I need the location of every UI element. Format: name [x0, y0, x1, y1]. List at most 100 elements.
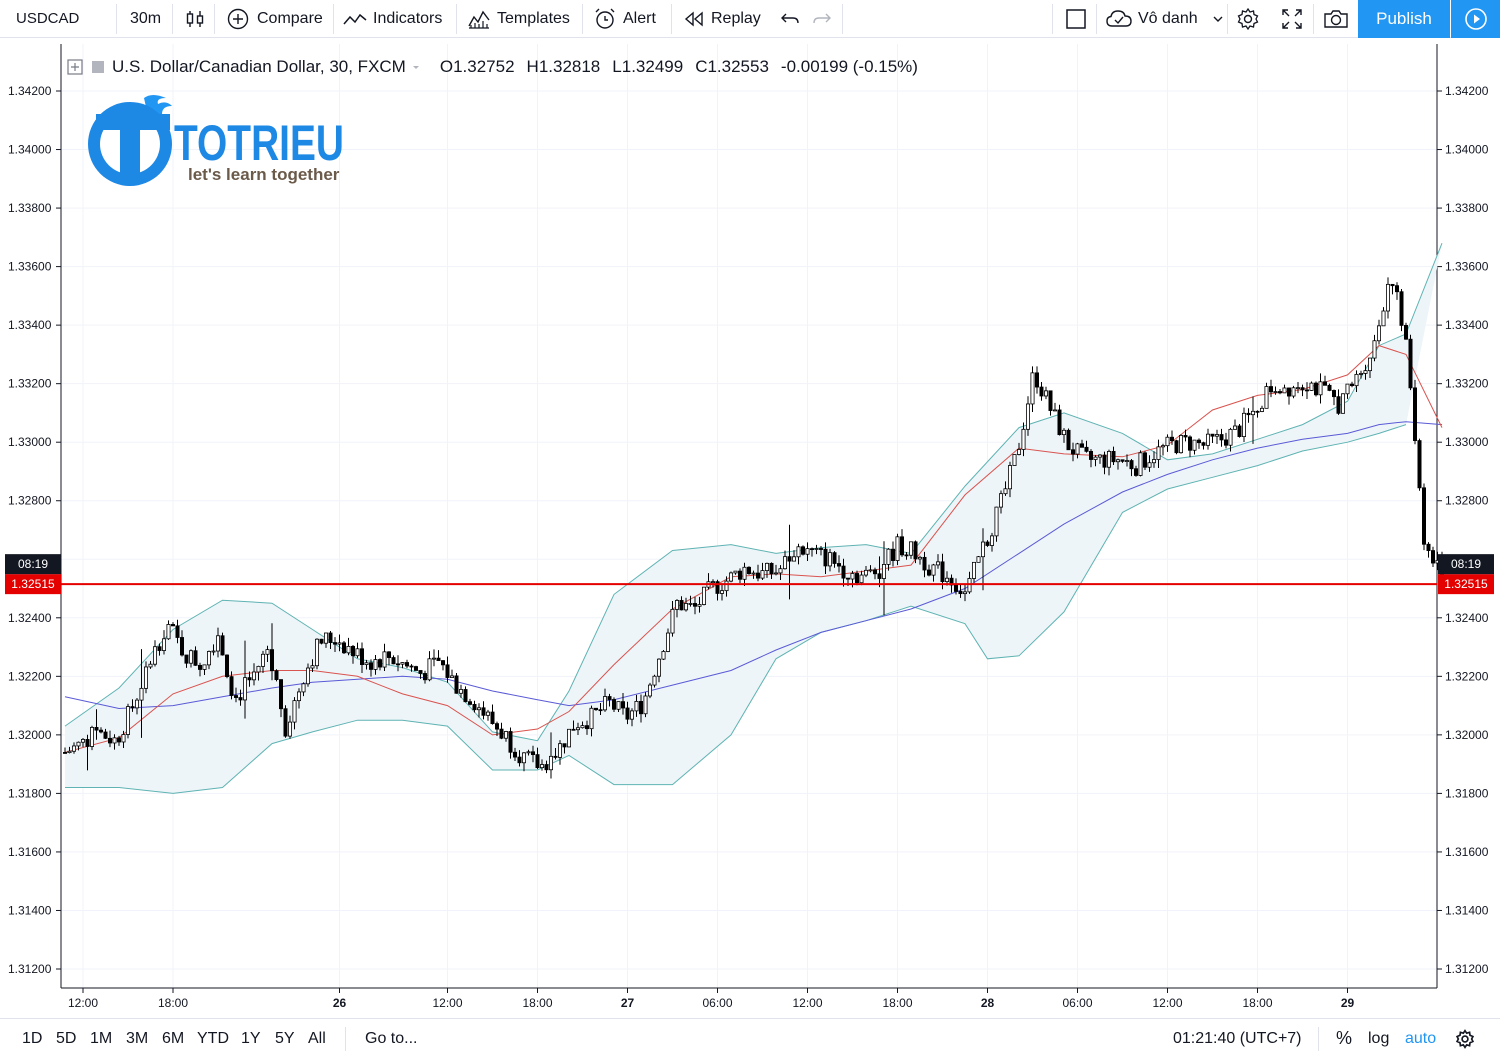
templates-button[interactable]: Templates [467, 0, 570, 37]
range-button-1d[interactable]: 1D [22, 1029, 43, 1047]
bollinger-upper-line [64, 243, 1443, 742]
candle-down [130, 706, 135, 709]
price-tick-label-right: 1.32400 [1445, 611, 1489, 625]
range-button-1m[interactable]: 1M [90, 1029, 113, 1047]
chart-settings-button[interactable] [1455, 1019, 1475, 1058]
candle-up [760, 570, 765, 579]
candle-down [607, 696, 612, 700]
candle-down [832, 552, 837, 564]
range-button-all[interactable]: All [308, 1029, 326, 1047]
candle-up [634, 701, 639, 712]
candle-down [1404, 325, 1409, 340]
undo-button[interactable] [780, 0, 800, 37]
candle-down [738, 570, 743, 580]
log-toggle[interactable]: log [1368, 1029, 1390, 1047]
legend-title[interactable]: U.S. Dollar/Canadian Dollar, 30, FXCM [112, 57, 406, 76]
candle-up [305, 667, 310, 685]
candle-up [886, 548, 891, 565]
candle-up [166, 624, 171, 640]
layout-button[interactable] [1065, 0, 1087, 37]
goto-button[interactable]: Go to... [365, 1029, 418, 1047]
candle-down [1300, 387, 1305, 391]
candle-up [751, 572, 756, 575]
candle-up [648, 684, 653, 697]
fullscreen-button[interactable] [1281, 0, 1303, 37]
bottombar-divider [345, 1027, 346, 1051]
candle-up [967, 578, 972, 593]
compare-button[interactable]: Compare [226, 0, 323, 37]
save-layout-button[interactable]: Vô danh [1105, 0, 1224, 37]
candle-up [909, 541, 914, 556]
candle-up [1017, 449, 1022, 455]
toolbar-divider [333, 4, 334, 34]
candle-up [1030, 372, 1035, 405]
symbol-search[interactable]: USDCAD [16, 10, 80, 27]
candle-up [485, 711, 490, 716]
candle-up [652, 675, 657, 686]
candle-up [215, 635, 220, 652]
price-tick-label-right: 1.34200 [1445, 84, 1489, 98]
price-chart[interactable]: 1.34200 1.34200 1.34000 1.34000 1.33800 1.338… [0, 40, 1500, 1018]
open-value: 1.32752 [453, 57, 515, 76]
candle-down [747, 566, 752, 575]
snapshot-button[interactable] [1323, 0, 1349, 37]
candle-up [526, 751, 531, 754]
candle-up [242, 677, 247, 701]
candle-down [787, 556, 792, 562]
range-button-6m[interactable]: 6M [162, 1029, 185, 1047]
candle-up [1179, 435, 1184, 454]
legend-dropdown-icon[interactable] [410, 61, 422, 73]
indicators-button[interactable]: Indicators [343, 0, 442, 37]
chart-area[interactable]: 1.34200 1.34200 1.34000 1.34000 1.33800 1.338… [0, 40, 1500, 1018]
candle-down [404, 662, 409, 667]
range-button-5d[interactable]: 5D [56, 1029, 77, 1047]
collapse-legend-icon[interactable] [66, 58, 84, 76]
candle-up [382, 651, 387, 668]
chart-style-button[interactable] [184, 0, 206, 37]
candle-down [922, 556, 927, 571]
candle-up [558, 743, 563, 758]
candle-up [1003, 488, 1008, 495]
candle-down [1422, 487, 1427, 545]
templates-icon [468, 10, 490, 29]
range-button-5y[interactable]: 5Y [275, 1029, 295, 1047]
publish-video-button[interactable] [1451, 0, 1500, 38]
candle-up [90, 727, 95, 747]
candle-down [1134, 468, 1139, 476]
clock-timezone[interactable]: 01:21:40 (UTC+7) [1173, 1029, 1302, 1047]
range-button-ytd[interactable]: YTD [197, 1029, 229, 1047]
candle-up [1372, 340, 1377, 359]
candle-up [850, 573, 855, 580]
candle-down [359, 648, 364, 665]
redo-button[interactable] [812, 0, 832, 37]
candle-up [211, 650, 216, 653]
candle-down [108, 737, 113, 744]
candle-down [1314, 382, 1319, 396]
alert-button[interactable]: Alert [593, 0, 656, 37]
candle-up [126, 706, 131, 735]
candle-down [224, 654, 229, 678]
candle-down [571, 728, 576, 731]
percent-toggle[interactable]: % [1336, 1028, 1353, 1048]
auto-toggle[interactable]: auto [1405, 1029, 1437, 1047]
toolbar-divider [671, 4, 672, 34]
candle-down [621, 701, 626, 709]
range-button-1y[interactable]: 1Y [241, 1029, 261, 1047]
layout-name: Vô danh [1138, 9, 1198, 27]
interval-button[interactable]: 30m [130, 9, 162, 27]
toolbar-divider [842, 4, 843, 34]
settings-button[interactable] [1236, 0, 1260, 37]
candle-up [1242, 412, 1247, 437]
publish-button[interactable]: Publish [1358, 0, 1450, 38]
candle-down [418, 670, 423, 674]
candle-up [580, 725, 585, 729]
candle-up [931, 564, 936, 576]
time-tick-label: 18:00 [522, 996, 552, 1010]
range-button-3m[interactable]: 3M [126, 1029, 149, 1047]
candle-down [247, 677, 252, 681]
candle-up [774, 572, 779, 575]
price-tick-label-left: 1.33800 [8, 201, 52, 215]
candle-down [625, 707, 630, 720]
candle-up [724, 580, 729, 592]
replay-button[interactable]: Replay [683, 0, 761, 37]
